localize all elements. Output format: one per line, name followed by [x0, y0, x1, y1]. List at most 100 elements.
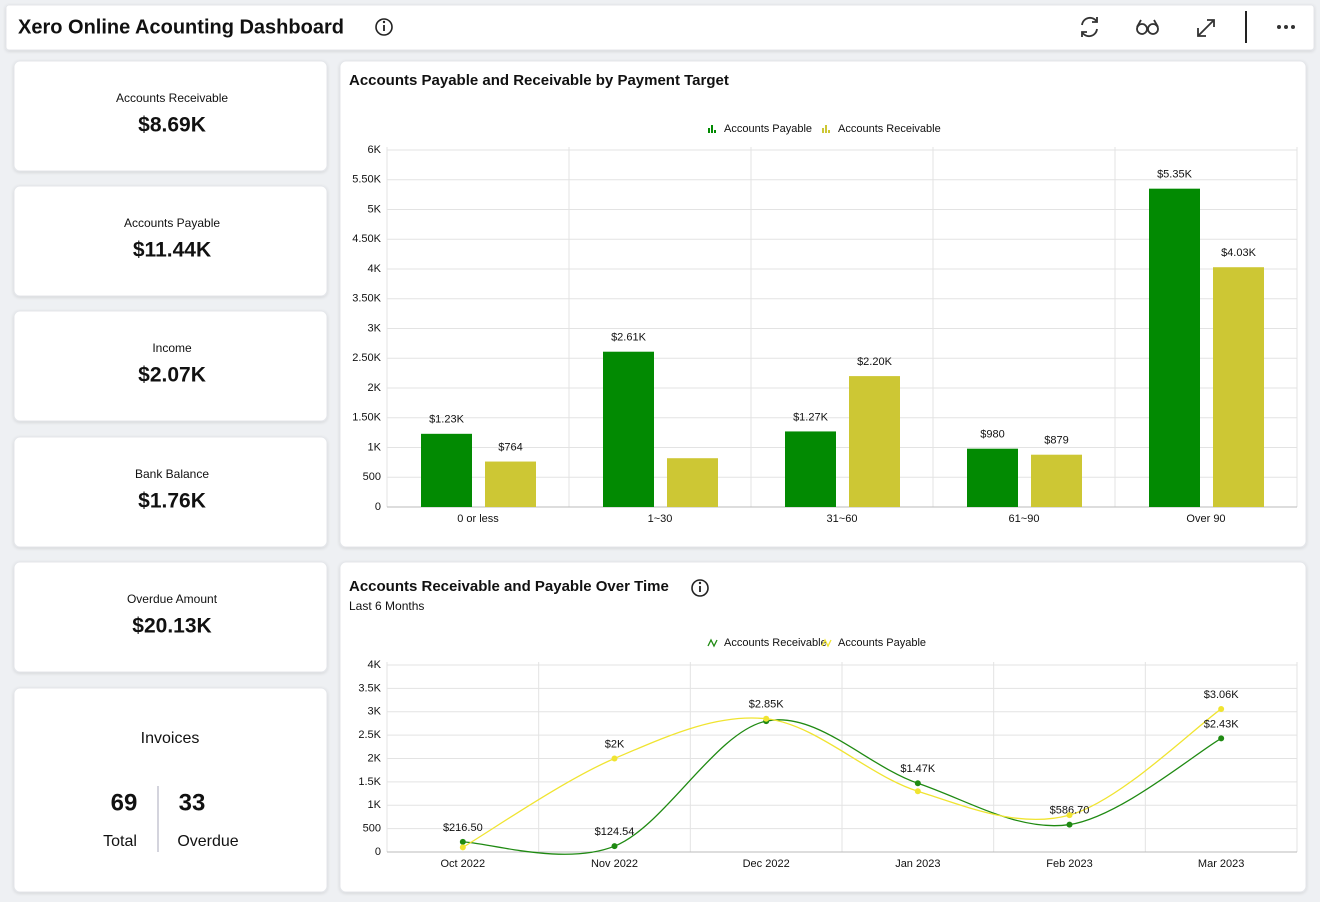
y-tick-label: 2K [368, 752, 382, 764]
kpi-card [13, 436, 328, 548]
kpi-value: $11.44K [133, 239, 211, 262]
legend-label: Accounts Receivable [724, 637, 827, 649]
invoices-total-label: Total [103, 833, 137, 850]
y-tick-label: 0 [375, 846, 381, 858]
data-label: $3.06K [1204, 689, 1240, 701]
y-tick-label: 3K [368, 706, 382, 718]
x-tick-label: Over 90 [1186, 513, 1225, 525]
bar [1031, 454, 1082, 507]
bar [849, 376, 900, 507]
info-icon[interactable] [375, 18, 393, 36]
info-icon[interactable] [691, 579, 709, 597]
x-tick-label: 1~30 [648, 513, 673, 525]
y-tick-label: 1.5K [358, 776, 381, 788]
kpi-value: $2.07K [138, 364, 206, 387]
bar [603, 351, 654, 507]
point [611, 843, 618, 850]
x-tick-label: Nov 2022 [591, 858, 638, 870]
bar [485, 461, 536, 507]
y-tick-label: 5K [368, 203, 382, 215]
bar [421, 433, 472, 507]
data-label: $124.54 [595, 826, 635, 838]
bar-chart-card [339, 60, 1307, 548]
legend-label: Accounts Payable [838, 637, 926, 649]
x-tick-label: Dec 2022 [743, 858, 790, 870]
y-tick-label: 4.50K [352, 233, 381, 245]
invoices-title: Invoices [141, 730, 200, 747]
y-tick-label: 2.50K [352, 352, 381, 364]
y-tick-label: 5.50K [352, 174, 381, 186]
data-label: $5.35K [1157, 169, 1193, 181]
data-label: $586.70 [1050, 804, 1090, 816]
point [914, 780, 921, 787]
legend-icon-bar [822, 128, 824, 133]
y-tick-label: 3.50K [352, 293, 381, 305]
point [459, 844, 466, 851]
chart-title: Accounts Receivable and Payable Over Tim… [349, 578, 669, 595]
legend-icon-bar [825, 125, 827, 133]
legend-icon-bar [714, 130, 716, 133]
bar [785, 431, 836, 507]
point [1066, 821, 1073, 828]
point [611, 755, 618, 762]
invoices-card [13, 687, 328, 893]
data-label: $980 [980, 429, 1004, 441]
kpi-label: Income [152, 341, 192, 355]
point [1066, 812, 1073, 819]
y-tick-label: 0 [375, 501, 381, 513]
invoices-overdue-label: Overdue [177, 833, 238, 850]
legend-label: Accounts Receivable [838, 123, 941, 135]
expand-icon[interactable] [1197, 19, 1215, 37]
point [763, 715, 770, 722]
data-label: $2.85K [749, 699, 785, 711]
y-tick-label: 1.50K [352, 412, 381, 424]
data-label: $4.03K [1221, 247, 1257, 259]
legend-icon-bar [711, 125, 713, 133]
line-layer [462, 708, 1222, 855]
data-label: $764 [498, 441, 522, 453]
bar [667, 458, 718, 507]
line [462, 708, 1222, 848]
header-bar [5, 4, 1315, 51]
more-icon[interactable] [1277, 25, 1295, 29]
kpi-value: $8.69K [138, 114, 206, 137]
dashboard-title: Xero Online Acounting Dashboard [18, 16, 344, 38]
bar [1213, 267, 1264, 507]
refresh-icon[interactable] [1081, 16, 1098, 38]
line-chart-card [339, 561, 1307, 893]
y-tick-label: 500 [363, 823, 381, 835]
glasses-icon[interactable] [1136, 19, 1159, 35]
legend-icon [822, 125, 830, 133]
line [462, 719, 1222, 855]
kpi-card [13, 310, 328, 422]
chart-subtitle: Last 6 Months [349, 599, 424, 613]
y-tick-label: 1K [368, 441, 382, 453]
y-tick-label: 2K [368, 382, 382, 394]
point [1218, 735, 1225, 742]
chart-title: Accounts Payable and Receivable by Payme… [349, 72, 729, 89]
legend-icon [707, 638, 718, 648]
bar [967, 448, 1018, 507]
data-label: $879 [1044, 435, 1068, 447]
x-tick-label: Mar 2023 [1198, 858, 1244, 870]
data-label: $1.27K [793, 411, 829, 423]
x-tick-label: 31~60 [827, 513, 858, 525]
y-tick-label: 3.5K [358, 682, 381, 694]
kpi-card [13, 561, 328, 673]
data-label: $2.20K [857, 356, 893, 368]
kpi-label: Accounts Payable [124, 216, 220, 230]
invoices-total: 69 [111, 789, 138, 816]
kpi-label: Overdue Amount [127, 592, 218, 606]
data-label: $1.23K [429, 414, 465, 426]
kpi-value: $20.13K [132, 615, 211, 638]
data-label: $2.61K [611, 332, 647, 344]
y-tick-label: 500 [363, 471, 381, 483]
legend-icon [821, 638, 832, 648]
y-tick-label: 3K [368, 322, 382, 334]
kpi-card [13, 60, 328, 172]
x-tick-label: Oct 2022 [441, 858, 486, 870]
invoices-overdue: 33 [179, 789, 206, 816]
legend-label: Accounts Payable [724, 123, 812, 135]
x-tick-label: Feb 2023 [1046, 858, 1092, 870]
